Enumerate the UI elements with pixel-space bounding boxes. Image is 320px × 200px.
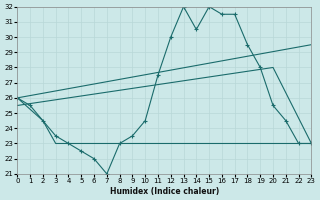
X-axis label: Humidex (Indice chaleur): Humidex (Indice chaleur) [110, 187, 219, 196]
